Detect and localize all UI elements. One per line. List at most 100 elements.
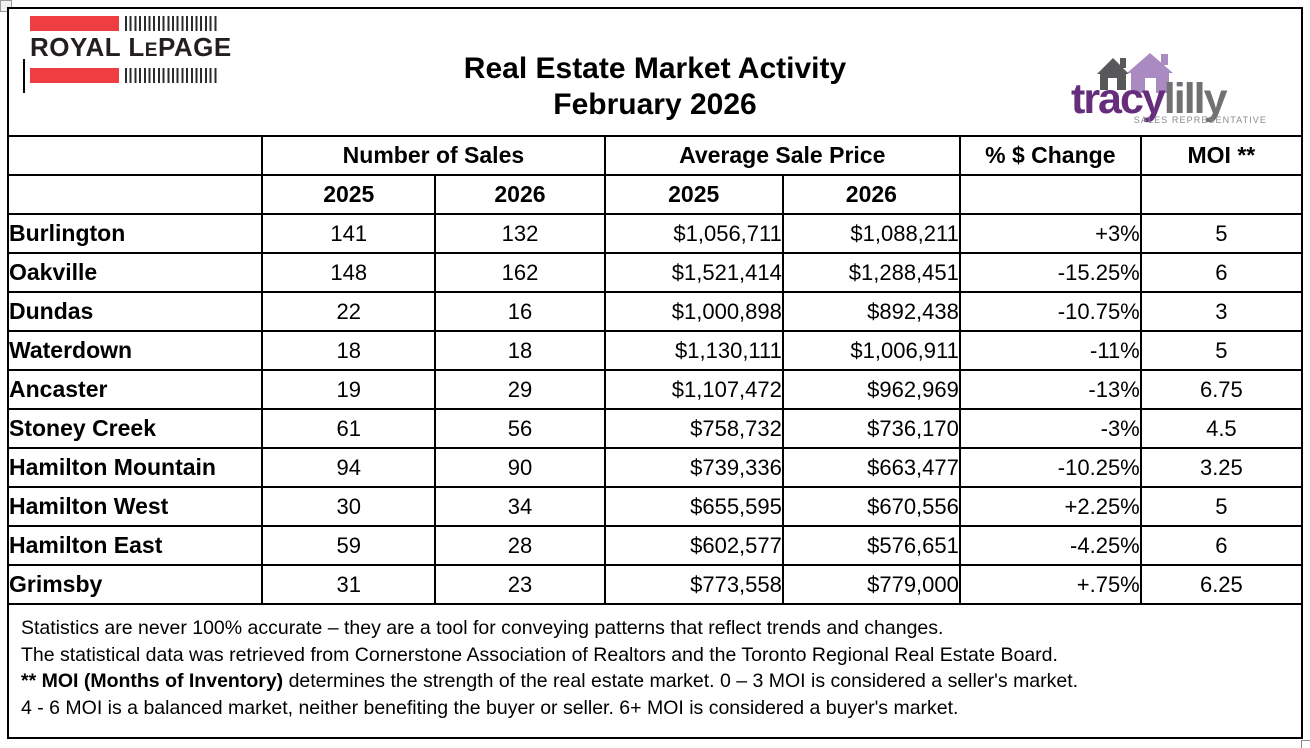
note-line-3-rest: determines the strength of the real esta…: [283, 670, 1079, 692]
royal-lepage-wordmark: ROYAL LEPAGE: [30, 32, 231, 64]
table-row: Dundas 22 16 $1,000,898 $892,438 -10.75%…: [7, 291, 1303, 332]
col-header-percent-change: % $ Change: [958, 135, 1142, 176]
text-cursor-artifact: [23, 59, 25, 93]
avg-price-2026-value: $736,170: [781, 408, 961, 449]
note-line-1: Statistics are never 100% accurate – the…: [21, 617, 944, 639]
percent-change-value: -13%: [958, 369, 1142, 410]
avg-price-2026-value: $962,969: [781, 369, 961, 410]
moi-value: 5: [1139, 213, 1303, 254]
region-name: Burlington: [7, 213, 264, 254]
sales-2026-value: 56: [434, 408, 606, 449]
houses-icon: [1097, 53, 1173, 93]
note-line-3-bold: ** MOI (Months of Inventory): [21, 670, 284, 692]
note-line-4: 4 - 6 MOI is a balanced market, neither …: [21, 696, 959, 719]
barcode-stripes: [125, 16, 218, 31]
percent-change-value: +.75%: [958, 564, 1142, 605]
sales-2025-value: 148: [261, 252, 437, 293]
red-bar: [30, 16, 119, 31]
region-name: Hamilton West: [7, 486, 264, 527]
moi-value: 5: [1139, 330, 1303, 371]
avg-price-2025-value: $739,336: [603, 447, 784, 488]
percent-change-value: -4.25%: [958, 525, 1142, 566]
sales-2026-value: 162: [434, 252, 606, 293]
region-name: Hamilton East: [7, 525, 264, 566]
red-bar: [30, 68, 119, 83]
disclaimer-notes: Statistics are never 100% accurate – the…: [9, 605, 1301, 721]
sales-2026-value: 132: [434, 213, 606, 254]
table-row: Hamilton East 59 28 $602,577 $576,651 -4…: [7, 525, 1303, 566]
percent-change-value: -11%: [958, 330, 1142, 371]
avg-price-2025-value: $1,107,472: [603, 369, 784, 410]
sales-2026-value: 16: [434, 291, 606, 332]
tracy-lilly-logo: tracylilly SALES REPRESENTATIVE: [1071, 45, 1269, 133]
wordmark-small-e: E: [144, 40, 158, 61]
table-group-header-row: Number of Sales Average Sale Price % $ C…: [7, 135, 1303, 176]
sales-2026-value: 29: [434, 369, 606, 410]
avg-price-2026-value: $1,288,451: [781, 252, 961, 293]
sales-2025-value: 61: [261, 408, 437, 449]
avg-price-2026-value: $779,000: [781, 564, 961, 605]
moi-value: 6.75: [1139, 369, 1303, 410]
year-header-price-2025: 2025: [603, 174, 784, 215]
royal-lepage-logo-top-bars: [30, 16, 218, 31]
percent-change-value: +2.25%: [958, 486, 1142, 527]
avg-price-2025-value: $1,130,111: [603, 330, 784, 371]
page-title: Real Estate Market Activity February 202…: [9, 51, 1301, 123]
region-name: Grimsby: [7, 564, 264, 605]
col-header-average-sale-price: Average Sale Price: [603, 135, 961, 176]
year-header-moi-blank: [1139, 174, 1303, 215]
royal-lepage-logo-bottom-bars: [30, 68, 218, 83]
sales-2025-value: 30: [261, 486, 437, 527]
avg-price-2025-value: $655,595: [603, 486, 784, 527]
tracy-lilly-wordmark: tracylilly: [1071, 75, 1228, 123]
col-header-number-of-sales: Number of Sales: [261, 135, 606, 176]
year-header-sales-2025: 2025: [261, 174, 437, 215]
moi-value: 6: [1139, 252, 1303, 293]
avg-price-2026-value: $892,438: [781, 291, 961, 332]
percent-change-value: +3%: [958, 213, 1142, 254]
sales-2026-value: 28: [434, 525, 606, 566]
note-line-2: The statistical data was retrieved from …: [21, 643, 1058, 666]
table-row: Hamilton West 30 34 $655,595 $670,556 +2…: [7, 486, 1303, 527]
moi-value: 6: [1139, 525, 1303, 566]
region-name: Oakville: [7, 252, 264, 293]
wordmark-part: ROYAL L: [30, 32, 145, 62]
wordmark-part: PAGE: [157, 32, 232, 62]
sales-2026-value: 90: [434, 447, 606, 488]
percent-change-value: -10.75%: [958, 291, 1142, 332]
year-header-blank: [7, 174, 264, 215]
sales-2026-value: 18: [434, 330, 606, 371]
avg-price-2026-value: $1,088,211: [781, 213, 961, 254]
avg-price-2025-value: $758,732: [603, 408, 784, 449]
flyer-header: ROYAL LEPAGE Real Estate Market Activity…: [9, 9, 1301, 135]
moi-value: 3: [1139, 291, 1303, 332]
table-row: Hamilton Mountain 94 90 $739,336 $663,47…: [7, 447, 1303, 488]
moi-value: 6.25: [1139, 564, 1303, 605]
broken-image-icon-bottom-right: [1301, 740, 1310, 748]
lilly-text: lilly: [1163, 75, 1228, 123]
region-name: Ancaster: [7, 369, 264, 410]
year-header-price-2026: 2026: [781, 174, 961, 215]
avg-price-2025-value: $1,000,898: [603, 291, 784, 332]
sales-2025-value: 94: [261, 447, 437, 488]
note-line-3: ** MOI (Months of Inventory) determines …: [21, 668, 1285, 695]
barcode-stripes: [125, 68, 218, 83]
percent-change-value: -3%: [958, 408, 1142, 449]
avg-price-2025-value: $602,577: [603, 525, 784, 566]
sales-2025-value: 141: [261, 213, 437, 254]
sales-2025-value: 18: [261, 330, 437, 371]
moi-value: 3.25: [1139, 447, 1303, 488]
moi-value: 4.5: [1139, 408, 1303, 449]
avg-price-2026-value: $576,651: [781, 525, 961, 566]
flyer-page: ROYAL LEPAGE Real Estate Market Activity…: [7, 7, 1303, 739]
region-name: Stoney Creek: [7, 408, 264, 449]
avg-price-2025-value: $1,521,414: [603, 252, 784, 293]
table-row: Ancaster 19 29 $1,107,472 $962,969 -13% …: [7, 369, 1303, 410]
page-title-line1: Real Estate Market Activity: [463, 52, 847, 85]
table-row: Stoney Creek 61 56 $758,732 $736,170 -3%…: [7, 408, 1303, 449]
table-year-header-row: 2025 2026 2025 2026: [7, 174, 1303, 215]
year-header-sales-2026: 2026: [434, 174, 606, 215]
avg-price-2026-value: $663,477: [781, 447, 961, 488]
percent-change-value: -10.25%: [958, 447, 1142, 488]
year-header-change-blank: [958, 174, 1142, 215]
